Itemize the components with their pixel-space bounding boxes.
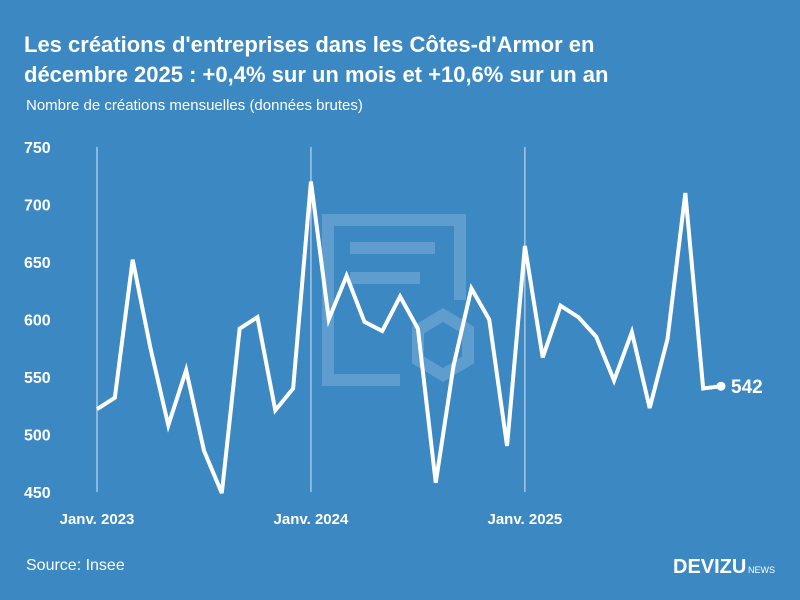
y-tick-label: 750 bbox=[24, 140, 51, 157]
end-marker bbox=[716, 381, 726, 391]
value-label: 542 bbox=[731, 377, 763, 398]
y-tick-label: 450 bbox=[24, 485, 51, 502]
x-tick-label: Janv. 2024 bbox=[274, 511, 349, 528]
y-tick-label: 700 bbox=[24, 198, 51, 215]
y-tick-label: 500 bbox=[24, 428, 51, 445]
source: Source: Insee bbox=[26, 557, 125, 574]
chart-subtitle: Nombre de créations mensuelles (données … bbox=[26, 97, 363, 114]
brand-suffix: NEWS bbox=[748, 565, 775, 575]
x-tick-label: Janv. 2025 bbox=[487, 511, 562, 528]
y-tick-label: 600 bbox=[24, 313, 51, 330]
y-tick-label: 650 bbox=[24, 255, 51, 272]
x-tick-label: Janv. 2023 bbox=[60, 511, 135, 528]
y-tick-label: 550 bbox=[24, 370, 51, 387]
line bbox=[95, 181, 722, 494]
chart-title: Les créations d'entreprises dans les Côt… bbox=[24, 32, 608, 87]
brand: DEVIZU bbox=[673, 556, 746, 578]
